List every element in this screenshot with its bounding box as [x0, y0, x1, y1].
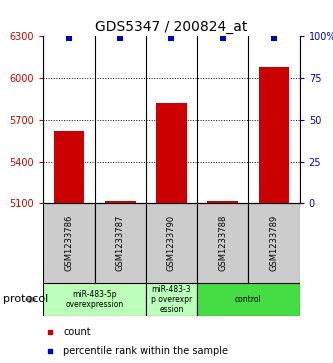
Text: GSM1233786: GSM1233786 — [64, 215, 74, 272]
Bar — [156, 103, 187, 203]
Point — [271, 35, 277, 41]
Point — [47, 348, 53, 354]
Bar — [197, 203, 248, 283]
Bar — [146, 283, 197, 316]
Title: GDS5347 / 200824_at: GDS5347 / 200824_at — [95, 20, 248, 34]
Bar — [54, 131, 84, 203]
Bar — [43, 283, 146, 316]
Bar — [259, 67, 289, 203]
Point — [220, 35, 225, 41]
Text: count: count — [63, 327, 91, 337]
Bar — [95, 203, 146, 283]
Bar — [105, 201, 136, 203]
Text: GSM1233787: GSM1233787 — [116, 215, 125, 272]
Bar — [43, 203, 95, 283]
Point — [47, 330, 53, 335]
Bar — [146, 203, 197, 283]
Point — [169, 35, 174, 41]
Text: GSM1233788: GSM1233788 — [218, 215, 227, 272]
Text: GSM1233790: GSM1233790 — [167, 215, 176, 271]
Text: control: control — [235, 295, 262, 304]
Text: miR-483-3
p overexpr
ession: miR-483-3 p overexpr ession — [151, 285, 192, 314]
Bar — [248, 203, 300, 283]
Text: GSM1233789: GSM1233789 — [269, 215, 279, 271]
Bar — [197, 283, 300, 316]
Text: protocol: protocol — [3, 294, 49, 305]
Text: percentile rank within the sample: percentile rank within the sample — [63, 346, 228, 356]
Point — [66, 35, 72, 41]
Point — [118, 35, 123, 41]
Text: miR-483-5p
overexpression: miR-483-5p overexpression — [66, 290, 124, 309]
Bar — [207, 201, 238, 203]
